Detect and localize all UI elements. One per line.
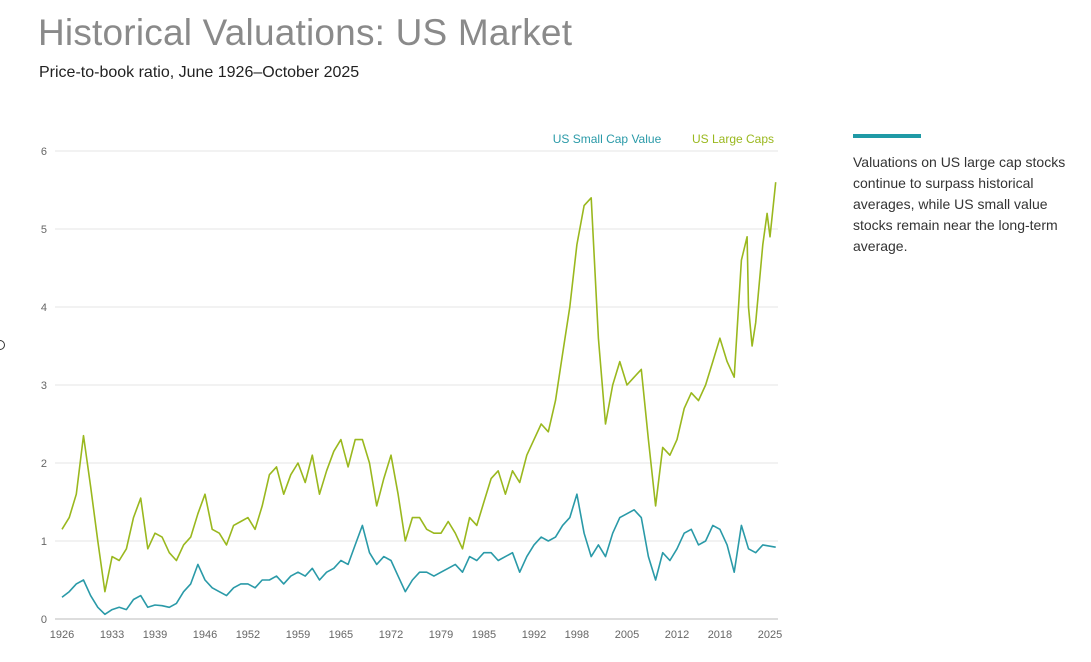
- note-text: Valuations on US large cap stocks contin…: [853, 154, 1066, 254]
- legend-large-caps: US Large Caps: [692, 132, 774, 146]
- x-tick-label: 1972: [379, 629, 403, 641]
- x-tick-label: 1998: [565, 629, 589, 641]
- page-title: Historical Valuations: US Market: [38, 12, 573, 53]
- x-tick-label: 1959: [286, 629, 310, 641]
- series-line-small-cap-value: [61, 493, 776, 616]
- x-tick-label: 2005: [615, 629, 639, 641]
- x-tick-label: 1965: [329, 629, 353, 641]
- x-tick-label: 2012: [665, 629, 689, 641]
- y-tick-label: 5: [41, 224, 47, 236]
- page-subtitle: Price-to-book ratio, June 1926–October 2…: [39, 64, 360, 81]
- x-tick-label: 1946: [193, 629, 217, 641]
- x-tick-label: 1979: [429, 629, 453, 641]
- y-tick-label: 6: [41, 146, 47, 158]
- x-tick-label: 1952: [236, 629, 260, 641]
- x-tick-label: 1933: [100, 629, 124, 641]
- x-tick-label: 1985: [472, 629, 496, 641]
- series-line-large-caps: [61, 182, 777, 593]
- y-tick-label: 3: [41, 380, 47, 392]
- x-tick-label: 2025: [758, 629, 782, 641]
- y-tick-label: 1: [41, 536, 47, 548]
- x-tick-label: 1992: [522, 629, 546, 641]
- note-accent-bar: [853, 134, 921, 138]
- y-tick-label: 4: [41, 302, 47, 314]
- x-tick-label: 2018: [708, 629, 732, 641]
- y-tick-label: 0: [41, 614, 47, 626]
- y-tick-label: 2: [41, 458, 47, 470]
- legend-small-cap-value: US Small Cap Value: [553, 132, 662, 146]
- x-tick-label: 1926: [50, 629, 74, 641]
- x-tick-label: 1939: [143, 629, 167, 641]
- valuation-chart: 0 1 2 3 4 5 6 1926 1933 1939 1946 1952 1959 1965 1972…: [41, 132, 782, 641]
